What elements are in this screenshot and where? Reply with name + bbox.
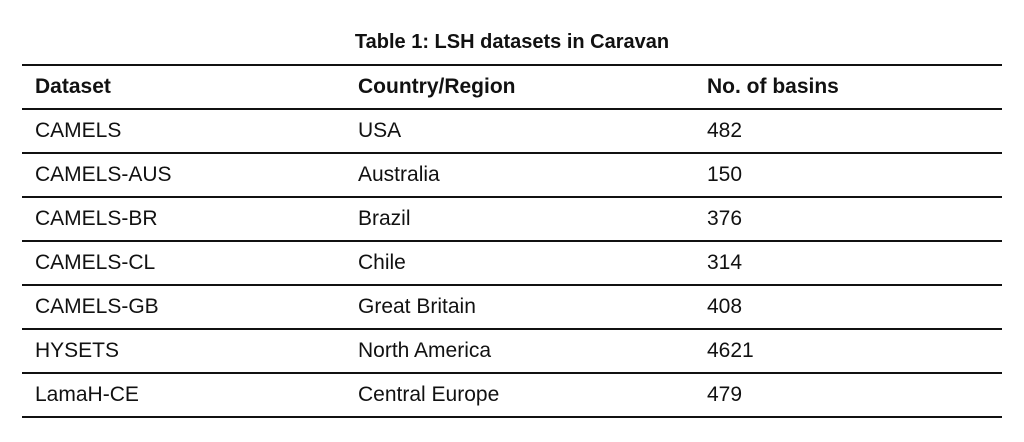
column-header-no-of-basins: No. of basins: [694, 65, 1002, 110]
cell-country-region: North America: [345, 329, 694, 374]
column-header-country-region: Country/Region: [345, 65, 694, 110]
cell-country-region: USA: [345, 109, 694, 154]
column-header-dataset: Dataset: [22, 65, 345, 110]
cell-no-of-basins: 479: [694, 373, 1002, 418]
table-row: CAMELS USA 482: [22, 109, 1002, 154]
cell-country-region: Australia: [345, 153, 694, 198]
table-row: CAMELS-GB Great Britain 408: [22, 285, 1002, 330]
cell-dataset: HYSETS: [22, 329, 345, 374]
cell-dataset: CAMELS-GB: [22, 285, 345, 330]
cell-no-of-basins: 4621: [694, 329, 1002, 374]
cell-no-of-basins: 314: [694, 241, 1002, 286]
cell-no-of-basins: 482: [694, 109, 1002, 154]
datasets-table: Dataset Country/Region No. of basins CAM…: [22, 64, 1002, 418]
cell-country-region: Brazil: [345, 197, 694, 242]
cell-dataset: CAMELS-BR: [22, 197, 345, 242]
table-row: CAMELS-AUS Australia 150: [22, 153, 1002, 198]
cell-dataset: CAMELS-AUS: [22, 153, 345, 198]
cell-dataset: CAMELS: [22, 109, 345, 154]
table-row: HYSETS North America 4621: [22, 329, 1002, 374]
cell-country-region: Chile: [345, 241, 694, 286]
cell-no-of-basins: 150: [694, 153, 1002, 198]
table-row: LamaH-CE Central Europe 479: [22, 373, 1002, 418]
table-row: CAMELS-CL Chile 314: [22, 241, 1002, 286]
cell-dataset: LamaH-CE: [22, 373, 345, 418]
cell-no-of-basins: 408: [694, 285, 1002, 330]
cell-dataset: CAMELS-CL: [22, 241, 345, 286]
cell-country-region: Central Europe: [345, 373, 694, 418]
table-row: CAMELS-BR Brazil 376: [22, 197, 1002, 242]
table-header-row: Dataset Country/Region No. of basins: [22, 65, 1002, 110]
cell-no-of-basins: 376: [694, 197, 1002, 242]
cell-country-region: Great Britain: [345, 285, 694, 330]
table-title: Table 1: LSH datasets in Caravan: [354, 31, 670, 53]
